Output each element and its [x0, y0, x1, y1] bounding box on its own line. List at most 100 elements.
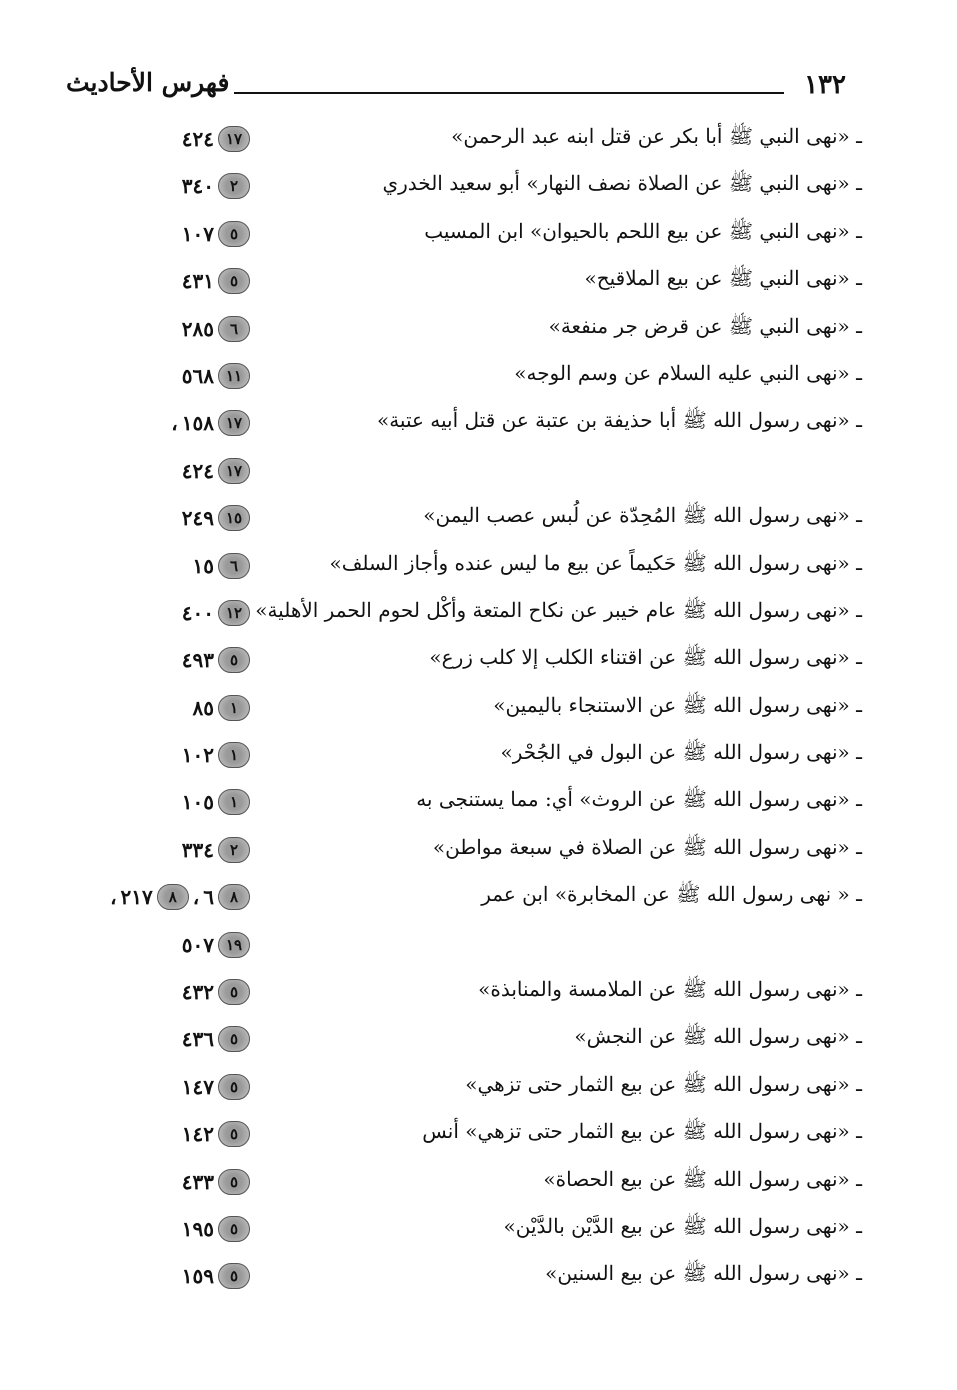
volume-badge: ٥: [218, 268, 250, 295]
reference-list: ١ ٨٥: [189, 694, 250, 721]
hadith-text: ـ «نهى النبي ﷺ أبا بكر عن قتل ابنه عبد ا…: [451, 124, 862, 148]
page-reference: ٤٩٣: [181, 648, 214, 673]
reference: ١٧ ٤٢٤: [178, 457, 250, 484]
reference: ٥ ١٤٧: [178, 1073, 250, 1100]
page-reference: ٨٥: [192, 695, 214, 720]
hadith-text: ـ «نهى رسول الله ﷺ عن بيع السنين»: [545, 1261, 862, 1286]
index-entry: ـ «نهى رسول الله ﷺ عن بيع الدَّيْن بالدَ…: [62, 1208, 862, 1255]
index-entry: ـ «نهى رسول الله ﷺ أبا حذيفة بن عتبة عن …: [62, 402, 862, 449]
hadith-text: ـ «نهى رسول الله ﷺ عن بيع الحصاة»: [543, 1166, 862, 1191]
hadith-text: ـ «نهى رسول الله ﷺ حَكيماً عن بيع ما ليس…: [329, 550, 862, 575]
separator: ،: [110, 885, 117, 910]
separator: ،: [192, 885, 200, 910]
index-entry: ـ «نهى رسول الله ﷺ عن البول في الجُحْر» ١…: [62, 734, 862, 781]
reference: ٥ ١٠٧: [178, 220, 250, 247]
volume-badge: ٥: [218, 1026, 250, 1053]
page-reference: ٤٣٦: [181, 1027, 214, 1052]
hadith-text: ـ «نهى رسول الله ﷺ عن الملامسة والمنابذة…: [478, 977, 862, 1002]
hadith-text: ـ «نهى رسول الله ﷺ المُحِدّة عن لُبس عصب…: [423, 503, 862, 528]
hadith-text: ـ «نهى النبي ﷺ عن بيع الملاقيح»: [584, 266, 862, 291]
volume-badge: ٦: [218, 552, 250, 579]
page-reference: ٤٢٤: [181, 458, 214, 483]
reference: ٥ ٤٣٦: [178, 1026, 250, 1053]
reference: ٥ ١٤٢: [178, 1121, 250, 1148]
reference-list: ٥ ١٤٧: [178, 1073, 250, 1100]
volume-badge: ٨: [156, 884, 189, 911]
reference: ٥ ٤٣٣: [178, 1168, 250, 1195]
running-title: فهرس الأحاديث: [66, 68, 230, 97]
reference-list: ٥ ١٤٢: [178, 1121, 250, 1148]
reference: ٥ ٤٣١: [178, 268, 250, 295]
page-reference: ٤٣٢: [181, 980, 214, 1005]
hadith-text: ـ «نهى رسول الله ﷺ عام خيبر عن نكاح المت…: [255, 597, 862, 622]
reference-list: ١٧ ٤٢٤: [178, 457, 250, 484]
volume-badge: ٥: [218, 1215, 250, 1242]
page-reference: ٥٠٧: [181, 932, 214, 957]
page-reference: ١٥٨: [181, 411, 214, 436]
reference-list: ٢ ٣٤٠: [178, 173, 250, 200]
hadith-text: ـ «نهى رسول الله ﷺ عن اقتناء الكلب إلا ك…: [429, 645, 862, 670]
index-entry: ـ «نهى رسول الله ﷺ عن الصلاة في سبعة موا…: [62, 829, 862, 876]
hadith-text: ـ «نهى النبي ﷺ عن قرض جر منفعة»: [548, 313, 862, 338]
reference: ١٥ ٢٤٩: [178, 505, 250, 532]
header-rule: [234, 92, 784, 94]
volume-badge: ١: [218, 694, 250, 721]
reference: ١٧ ٤٢٤: [178, 126, 250, 152]
reference: ١ ١٠٢: [178, 742, 250, 769]
volume-badge: ٥: [218, 1168, 250, 1195]
page-reference: ١٥: [192, 553, 214, 578]
page-reference: ١٩٥: [181, 1216, 214, 1241]
index-entry: ـ «نهى رسول الله ﷺ عن اقتناء الكلب إلا ك…: [62, 639, 862, 686]
volume-badge: ١: [218, 742, 250, 769]
reference: ٦ ١٥: [189, 552, 250, 579]
hadith-text: ـ «نهى رسول الله ﷺ أبا حذيفة بن عتبة عن …: [376, 408, 862, 433]
page-reference: ٢٨٥: [181, 316, 214, 341]
reference-list: ٥ ٤٣١: [178, 268, 250, 295]
reference-list: ٥ ٤٣٣: [178, 1168, 250, 1195]
page-reference: ٣٣٤: [181, 837, 214, 862]
index-entry: ـ «نهى رسول الله ﷺ عن بيع السنين» ٥ ١٥٩: [62, 1255, 862, 1302]
index-entry: ـ «نهى النبي ﷺ عن قرض جر منفعة» ٦ ٢٨٥: [62, 308, 862, 355]
reference: ٥ ٤٩٣: [178, 647, 250, 674]
reference: ٥ ٤٣٢: [178, 979, 250, 1006]
separator: ،: [171, 411, 178, 436]
reference: ٥ ١٩٥: [178, 1215, 250, 1242]
index-entry: ـ «نهى رسول الله ﷺ المُحِدّة عن لُبس عصب…: [62, 497, 862, 544]
reference-list: ٦ ٢٨٥: [178, 315, 250, 342]
hadith-text: ـ «نهى النبي عليه السلام عن وسم الوجه»: [514, 360, 862, 385]
page-reference: ١٤٧: [181, 1074, 214, 1099]
reference: ١١ ٥٦٨: [178, 362, 250, 389]
index-entry: ـ «نهى رسول الله ﷺ عن الملامسة والمنابذة…: [62, 971, 862, 1018]
page-reference: ٢١٧: [120, 885, 153, 910]
page-reference: ٣٤٠: [181, 174, 214, 199]
page-reference: ٦: [203, 885, 214, 910]
reference-list: ٥ ٤٩٣: [178, 647, 250, 674]
page-reference: ٥٦٨: [181, 363, 214, 388]
hadith-text: ـ « نهى رسول الله ﷺ عن المخابرة» ابن عمر: [481, 882, 862, 907]
index-entry: ـ «نهى النبي ﷺ عن الصلاة نصف النهار» أبو…: [62, 165, 862, 212]
hadith-text: ـ «نهى رسول الله ﷺ عن بيع الدَّيْن بالدَ…: [503, 1213, 862, 1238]
volume-badge: ٢: [218, 836, 250, 863]
volume-badge: ١٢: [218, 599, 250, 626]
page-reference: ٤٢٤: [181, 127, 214, 151]
index-entry-continuation: ١٩ ٥٠٧: [62, 924, 862, 971]
page-reference: ٤٣١: [181, 269, 214, 294]
index-entry: ـ «نهى رسول الله ﷺ حَكيماً عن بيع ما ليس…: [62, 545, 862, 592]
hadith-text: ـ «نهى النبي ﷺ عن الصلاة نصف النهار» أبو…: [382, 171, 862, 196]
hadith-text: ـ «نهى رسول الله ﷺ عن بيع الثمار حتى تزه…: [422, 1119, 862, 1144]
reference-list: ٥ ٤٣٢: [178, 979, 250, 1006]
volume-badge: ٥: [218, 1121, 250, 1148]
index-entry: ـ «نهى رسول الله ﷺ عام خيبر عن نكاح المت…: [62, 592, 862, 639]
reference-list: ٥ ١٩٥: [178, 1215, 250, 1242]
page-reference: ٤٠٠: [181, 600, 214, 625]
reference: ١ ٨٥: [189, 694, 250, 721]
page-header: ١٣٢ فهرس الأحاديث: [66, 66, 846, 106]
reference-list: ١٢ ٤٠٠: [178, 599, 250, 626]
index-entry: ـ «نهى رسول الله ﷺ عن بيع الثمار حتى تزه…: [62, 1066, 862, 1113]
index-entry: ـ «نهى النبي ﷺ أبا بكر عن قتل ابنه عبد ا…: [62, 118, 862, 165]
volume-badge: ١٧: [218, 126, 250, 152]
reference-list: ١ ١٠٢: [178, 742, 250, 769]
hadith-text: ـ «نهى رسول الله ﷺ عن الروث» أي: مما يست…: [416, 787, 862, 812]
page-reference: ٢٤٩: [181, 506, 214, 531]
reference-list: ٢ ٣٣٤: [178, 836, 250, 863]
